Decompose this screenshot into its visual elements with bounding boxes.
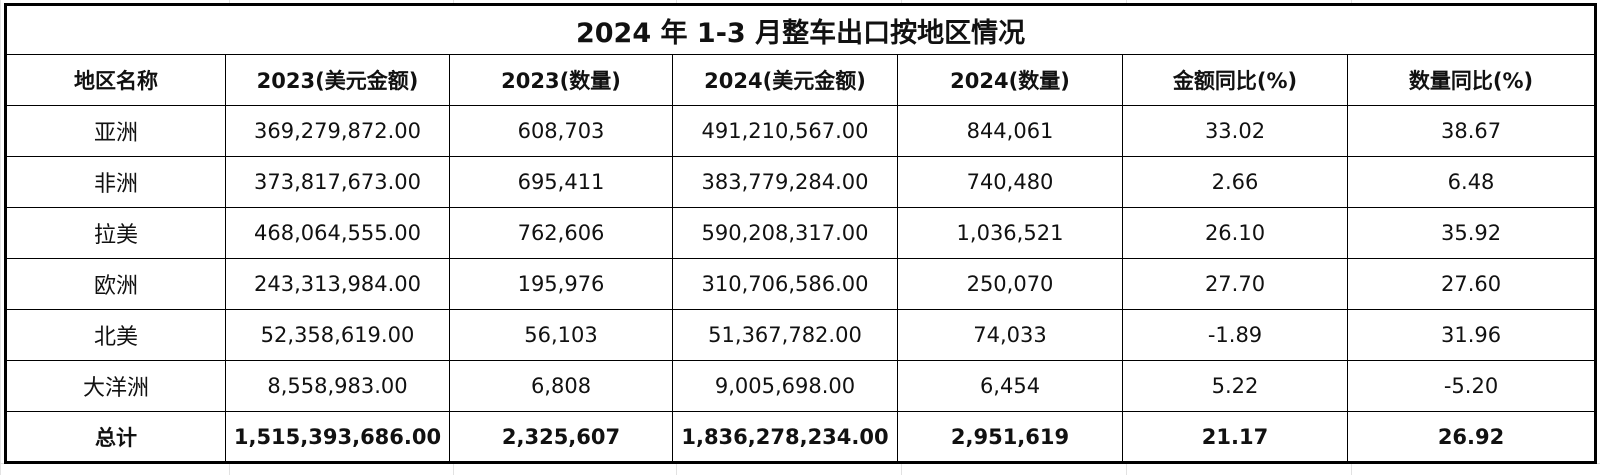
amount-2023-cell[interactable]: 373,817,673.00 — [225, 156, 450, 208]
region-cell[interactable]: 拉美 — [5, 207, 226, 259]
total-quantity-yoy-cell[interactable]: 26.92 — [1346, 411, 1597, 463]
quantity-2023-cell[interactable]: 608,703 — [449, 105, 673, 157]
amount-2024-cell[interactable]: 51,367,782.00 — [672, 309, 898, 361]
amount-2023-cell[interactable]: 369,279,872.00 — [225, 105, 450, 157]
quantity-2023-cell[interactable]: 56,103 — [449, 309, 673, 361]
total-quantity-2023-cell[interactable]: 2,325,607 — [449, 411, 673, 463]
amount-yoy-cell[interactable]: -1.89 — [1122, 309, 1348, 361]
header-cell-2023-amount[interactable]: 2023(美元金额) — [225, 54, 450, 106]
total-label-cell[interactable]: 总计 — [5, 411, 226, 463]
table-title[interactable]: 2024 年 1-3 月整车出口按地区情况 — [4, 4, 1597, 55]
amount-yoy-cell[interactable]: 2.66 — [1122, 156, 1348, 208]
quantity-2024-cell[interactable]: 1,036,521 — [897, 207, 1123, 259]
region-cell[interactable]: 北美 — [5, 309, 226, 361]
table-row: 欧洲 243,313,984.00 195,976 310,706,586.00… — [5, 258, 1597, 310]
header-cell-amount-yoy[interactable]: 金额同比(%) — [1122, 54, 1348, 106]
total-quantity-2024-cell[interactable]: 2,951,619 — [897, 411, 1123, 463]
total-amount-yoy-cell[interactable]: 21.17 — [1122, 411, 1348, 463]
header-row: 地区名称 2023(美元金额) 2023(数量) 2024(美元金额) 2024… — [5, 54, 1597, 106]
quantity-2024-cell[interactable]: 250,070 — [897, 258, 1123, 310]
header-cell-2023-quantity[interactable]: 2023(数量) — [449, 54, 673, 106]
quantity-2023-cell[interactable]: 762,606 — [449, 207, 673, 259]
quantity-yoy-cell[interactable]: -5.20 — [1346, 360, 1597, 412]
quantity-yoy-cell[interactable]: 38.67 — [1346, 105, 1597, 157]
amount-2024-cell[interactable]: 310,706,586.00 — [672, 258, 898, 310]
amount-2023-cell[interactable]: 8,558,983.00 — [225, 360, 450, 412]
amount-yoy-cell[interactable]: 33.02 — [1122, 105, 1348, 157]
quantity-yoy-cell[interactable]: 31.96 — [1346, 309, 1597, 361]
quantity-yoy-cell[interactable]: 6.48 — [1346, 156, 1597, 208]
quantity-2024-cell[interactable]: 844,061 — [897, 105, 1123, 157]
table-row: 亚洲 369,279,872.00 608,703 491,210,567.00… — [5, 105, 1597, 157]
total-amount-2024-cell[interactable]: 1,836,278,234.00 — [672, 411, 898, 463]
quantity-2024-cell[interactable]: 6,454 — [897, 360, 1123, 412]
title-row: 2024 年 1-3 月整车出口按地区情况 — [4, 4, 1597, 55]
amount-2023-cell[interactable]: 243,313,984.00 — [225, 258, 450, 310]
header-cell-region[interactable]: 地区名称 — [5, 54, 226, 106]
header-cell-2024-quantity[interactable]: 2024(数量) — [897, 54, 1123, 106]
table-row: 北美 52,358,619.00 56,103 51,367,782.00 74… — [5, 309, 1597, 361]
amount-2024-cell[interactable]: 9,005,698.00 — [672, 360, 898, 412]
amount-2024-cell[interactable]: 590,208,317.00 — [672, 207, 898, 259]
quantity-2024-cell[interactable]: 740,480 — [897, 156, 1123, 208]
region-cell[interactable]: 亚洲 — [5, 105, 226, 157]
table-row: 非洲 373,817,673.00 695,411 383,779,284.00… — [5, 156, 1597, 208]
quantity-yoy-cell[interactable]: 27.60 — [1346, 258, 1597, 310]
amount-2023-cell[interactable]: 468,064,555.00 — [225, 207, 450, 259]
quantity-yoy-cell[interactable]: 35.92 — [1346, 207, 1597, 259]
region-cell[interactable]: 非洲 — [5, 156, 226, 208]
amount-2024-cell[interactable]: 383,779,284.00 — [672, 156, 898, 208]
header-cell-2024-amount[interactable]: 2024(美元金额) — [672, 54, 898, 106]
amount-yoy-cell[interactable]: 5.22 — [1122, 360, 1348, 412]
total-row: 总计 1,515,393,686.00 2,325,607 1,836,278,… — [5, 411, 1597, 463]
total-amount-2023-cell[interactable]: 1,515,393,686.00 — [225, 411, 450, 463]
quantity-2023-cell[interactable]: 6,808 — [449, 360, 673, 412]
export-by-region-table: 2024 年 1-3 月整车出口按地区情况 地区名称 2023(美元金额) 20… — [4, 3, 1598, 464]
table-row: 大洋洲 8,558,983.00 6,808 9,005,698.00 6,45… — [5, 360, 1597, 412]
amount-2023-cell[interactable]: 52,358,619.00 — [225, 309, 450, 361]
region-cell[interactable]: 大洋洲 — [5, 360, 226, 412]
table-row: 拉美 468,064,555.00 762,606 590,208,317.00… — [5, 207, 1597, 259]
quantity-2023-cell[interactable]: 695,411 — [449, 156, 673, 208]
amount-2024-cell[interactable]: 491,210,567.00 — [672, 105, 898, 157]
amount-yoy-cell[interactable]: 26.10 — [1122, 207, 1348, 259]
amount-yoy-cell[interactable]: 27.70 — [1122, 258, 1348, 310]
quantity-2023-cell[interactable]: 195,976 — [449, 258, 673, 310]
quantity-2024-cell[interactable]: 74,033 — [897, 309, 1123, 361]
region-cell[interactable]: 欧洲 — [5, 258, 226, 310]
header-cell-quantity-yoy[interactable]: 数量同比(%) — [1346, 54, 1597, 106]
